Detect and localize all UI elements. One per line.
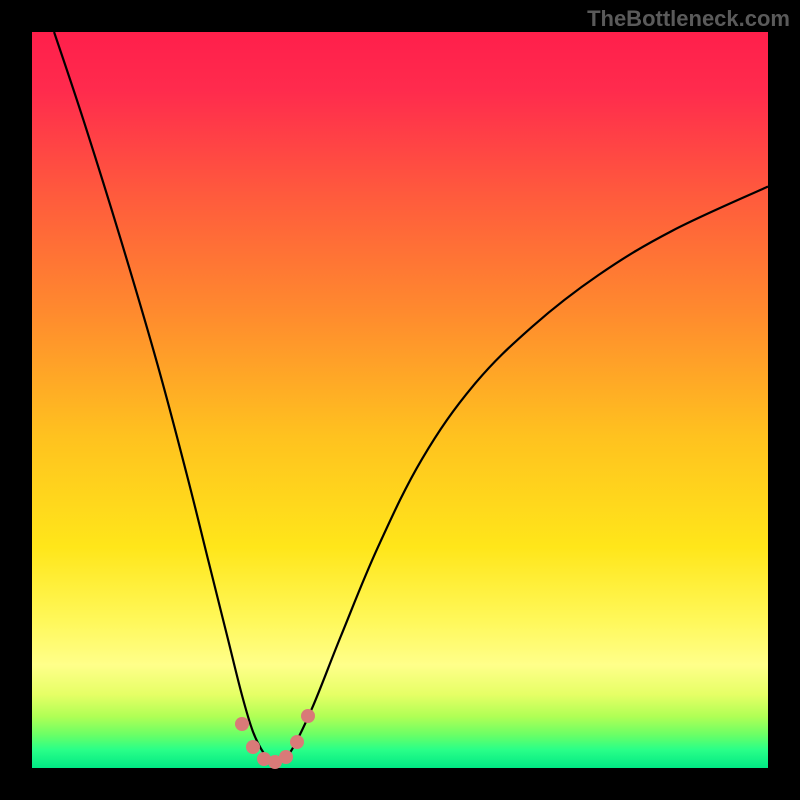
curve-right-branch bbox=[275, 187, 768, 765]
marker-point bbox=[301, 709, 315, 723]
marker-point bbox=[235, 717, 249, 731]
plot-svg bbox=[32, 32, 768, 768]
plot-area bbox=[32, 32, 768, 768]
watermark-text: TheBottleneck.com bbox=[587, 6, 790, 32]
chart-frame: TheBottleneck.com bbox=[0, 0, 800, 800]
marker-point bbox=[279, 750, 293, 764]
curve-left-branch bbox=[54, 32, 275, 764]
marker-point bbox=[246, 740, 260, 754]
marker-point bbox=[290, 735, 304, 749]
